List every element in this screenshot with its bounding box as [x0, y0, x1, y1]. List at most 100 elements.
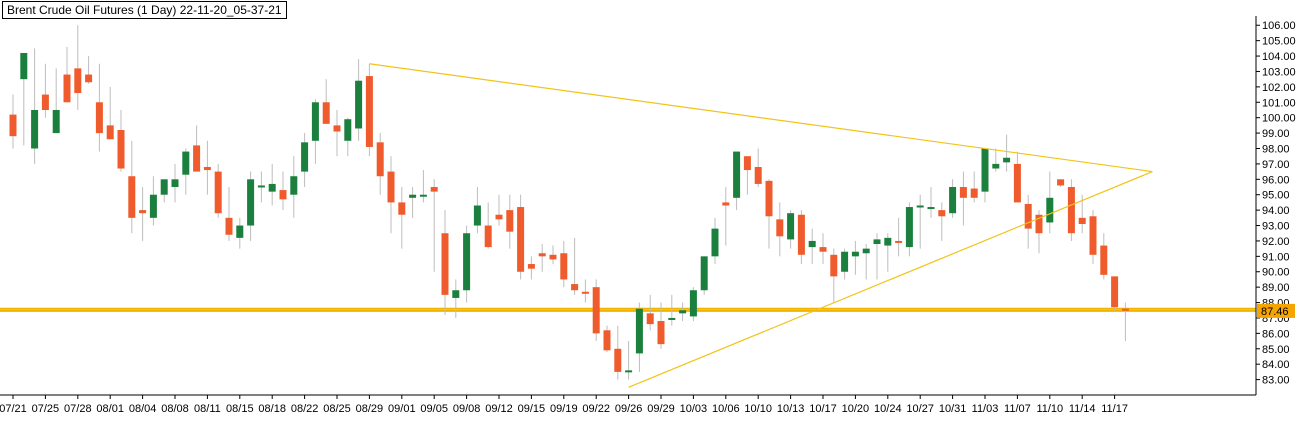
- horizontal-levels: [0, 307, 1256, 312]
- candle-body: [247, 179, 255, 226]
- y-tick-label: 91.00: [1262, 251, 1290, 263]
- candle-body: [236, 225, 244, 238]
- x-tick-label: 09/08: [453, 403, 481, 415]
- candle-body: [95, 102, 103, 134]
- candle-body: [668, 317, 676, 320]
- candle-body: [1089, 216, 1097, 255]
- y-tick-label: 95.00: [1262, 190, 1290, 202]
- candle-body: [722, 202, 730, 206]
- candle-body: [841, 251, 849, 272]
- candle-body: [657, 321, 665, 345]
- candle-body: [355, 80, 363, 129]
- x-tick-label: 10/24: [874, 403, 902, 415]
- candle-body: [398, 202, 406, 215]
- candle-body: [1057, 179, 1065, 186]
- candle-body: [149, 194, 157, 218]
- y-tick-label: 93.00: [1262, 221, 1290, 233]
- candle-body: [171, 179, 179, 188]
- candle-body: [981, 148, 989, 192]
- candle-body: [128, 176, 136, 218]
- last-price-tag: 87.46: [1257, 303, 1295, 318]
- y-tick-label: 84.00: [1262, 359, 1290, 371]
- x-tick-label: 08/08: [161, 403, 189, 415]
- candle-body: [106, 125, 114, 140]
- y-tick-label: 97.00: [1262, 159, 1290, 171]
- y-tick-label: 85.00: [1262, 344, 1290, 356]
- candle-body: [646, 313, 654, 325]
- y-tick-label: 102.00: [1262, 82, 1296, 94]
- candle-body: [214, 171, 222, 214]
- candle-body: [581, 291, 589, 294]
- x-tick-label: 08/04: [129, 403, 157, 415]
- candle-body: [970, 188, 978, 198]
- candle-body: [927, 207, 935, 210]
- candle-body: [279, 190, 287, 200]
- candle-body: [473, 205, 481, 226]
- y-axis: 83.0084.0085.0086.0087.0088.0089.0090.00…: [1255, 16, 1296, 395]
- candle-body: [625, 370, 633, 373]
- candle-body: [1067, 187, 1075, 234]
- candle-body: [430, 187, 438, 192]
- candle-body: [851, 251, 859, 257]
- x-tick-label: 10/20: [842, 403, 870, 415]
- x-tick-label: 09/05: [420, 403, 448, 415]
- x-tick-label: 07/28: [64, 403, 92, 415]
- y-tick-label: 101.00: [1262, 97, 1296, 109]
- x-tick-label: 09/12: [485, 403, 513, 415]
- candle-body: [463, 233, 471, 291]
- candle-body: [225, 217, 233, 235]
- candle-body: [41, 94, 49, 110]
- candle-body: [733, 151, 741, 198]
- candle-body: [290, 176, 298, 195]
- candle-body: [85, 74, 93, 83]
- candle-body: [895, 240, 903, 243]
- candle-body: [441, 233, 449, 295]
- candle-body: [614, 348, 622, 372]
- candle-body: [538, 253, 546, 257]
- candle-body: [873, 239, 881, 245]
- x-tick-label: 07/21: [0, 403, 27, 415]
- candle-body: [322, 102, 330, 124]
- x-tick-label: 08/22: [291, 403, 319, 415]
- candle-body: [495, 214, 503, 220]
- candle-body: [635, 308, 643, 354]
- candle-body: [808, 240, 816, 248]
- candle-body: [679, 310, 687, 314]
- y-tick-label: 94.00: [1262, 205, 1290, 217]
- candle-body: [776, 219, 784, 237]
- candle-body: [301, 142, 309, 172]
- candle-body: [571, 284, 579, 291]
- y-tick-label: 100.00: [1262, 113, 1296, 125]
- candle-body: [819, 247, 827, 252]
- candle-body: [409, 194, 417, 198]
- candle-body: [74, 68, 82, 94]
- x-tick-label: 10/13: [777, 403, 805, 415]
- x-tick-label: 10/17: [809, 403, 837, 415]
- candle-body: [603, 330, 611, 351]
- candle-body: [182, 151, 190, 175]
- candle-body: [117, 130, 125, 169]
- candle-body: [63, 74, 71, 103]
- trendline: [628, 171, 1153, 388]
- y-tick-label: 103.00: [1262, 66, 1296, 78]
- x-tick-label: 11/17: [1101, 403, 1128, 415]
- x-tick-label: 11/14: [1069, 403, 1096, 415]
- y-tick-label: 83.00: [1262, 375, 1290, 387]
- last-price-tag-label: 87.46: [1261, 306, 1289, 318]
- candle-body: [1003, 157, 1011, 163]
- candle-body: [376, 142, 384, 177]
- x-tick-label: 08/18: [258, 403, 286, 415]
- candle-body: [711, 228, 719, 257]
- x-tick-label: 10/31: [939, 403, 967, 415]
- candle-body: [1111, 276, 1119, 308]
- x-tick-label: 08/15: [226, 403, 254, 415]
- candle-body: [1100, 245, 1108, 275]
- candle-body: [203, 166, 211, 171]
- candle-body: [527, 264, 535, 269]
- candle-body: [452, 290, 460, 298]
- candle-body: [333, 125, 341, 132]
- candle-body: [311, 102, 319, 141]
- candle-body: [916, 205, 924, 208]
- x-tick-label: 10/27: [906, 403, 934, 415]
